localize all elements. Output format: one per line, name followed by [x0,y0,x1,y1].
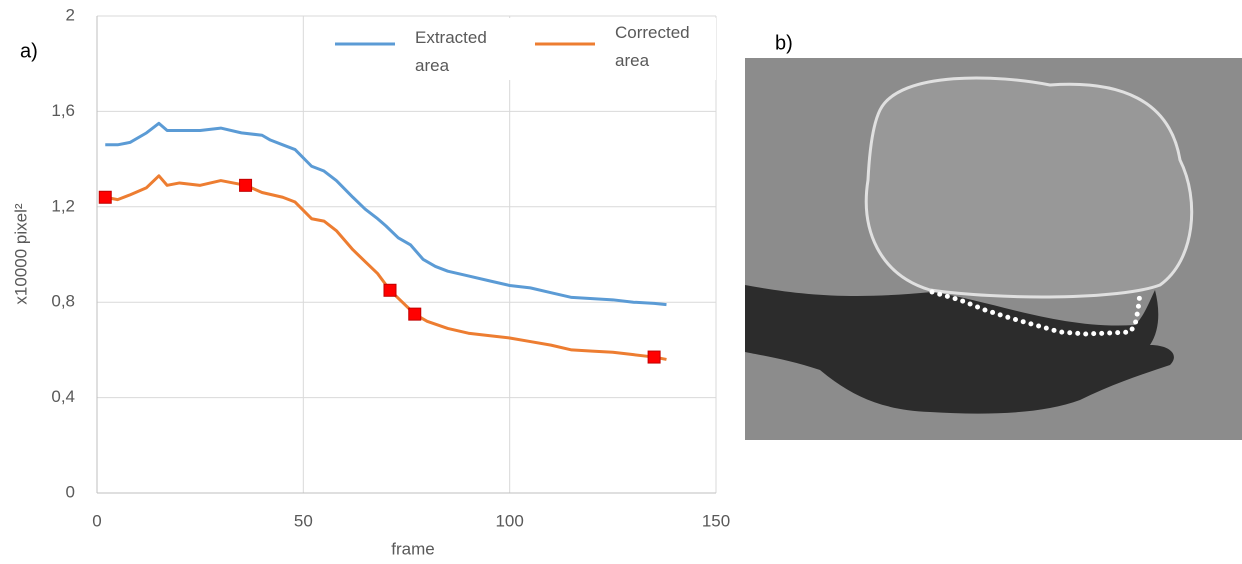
x-tick-label: 100 [495,511,523,530]
highlight-marker [98,190,112,204]
highlight-marker [239,178,253,192]
data-line [104,174,667,361]
data-line [105,121,667,307]
y-tick-label: 0 [66,482,75,501]
panel-label: b) [775,32,793,54]
x-tick-label: 0 [92,511,101,530]
legend-box [330,18,716,80]
y-tick-label: 1,6 [51,101,75,120]
y-tick-label: 1,2 [51,196,75,215]
x-tick-label: 50 [294,511,313,530]
x-tick-label: 150 [702,511,730,530]
y-tick-label: 0,4 [51,387,75,406]
legend-label: Extracted area [415,28,487,75]
y-tick-label: 2 [66,5,75,24]
highlight-marker [647,350,661,364]
panel-label: a) [20,40,38,62]
highlight-marker [383,283,397,297]
micrograph [745,58,1242,440]
x-axis-label: frame [391,539,434,558]
grid [96,15,717,494]
legend-label: Corrected area [615,23,690,70]
highlight-marker [408,307,422,321]
y-axis-label: x10000 pixel² [11,203,30,304]
y-tick-label: 0,8 [51,292,75,311]
